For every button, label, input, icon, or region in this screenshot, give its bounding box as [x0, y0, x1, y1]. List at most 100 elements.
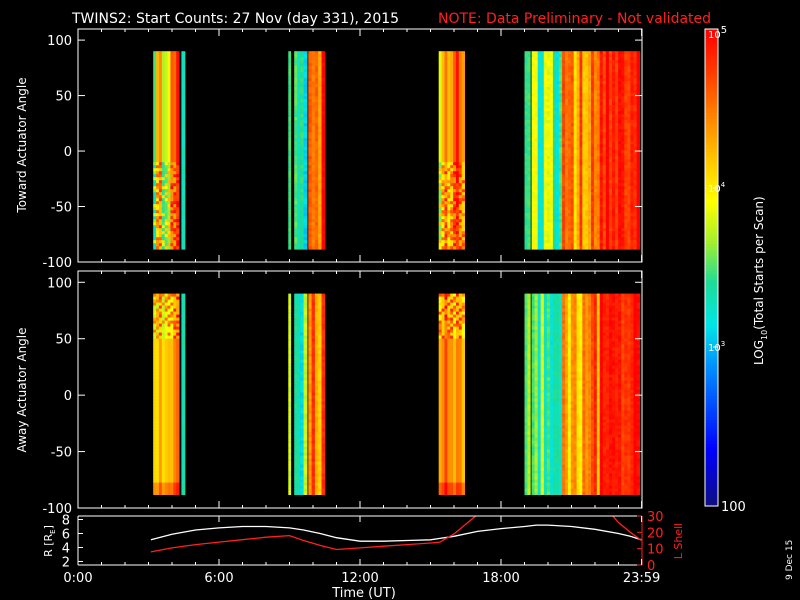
heatmap-cell [596, 162, 601, 166]
heatmap-cell [549, 180, 554, 184]
heatmap-cell [567, 198, 572, 202]
heatmap-cell [612, 105, 616, 109]
heatmap-cell [167, 302, 171, 306]
heatmap-cell [158, 398, 163, 402]
heatmap-cell [164, 404, 168, 408]
heatmap-cell [534, 78, 539, 82]
heatmap-cell [527, 159, 531, 163]
heatmap-cell [524, 195, 528, 199]
heatmap-cell [167, 60, 171, 64]
heatmap-cell [618, 222, 622, 226]
heatmap-cell [602, 54, 607, 58]
heatmap-cell [173, 410, 177, 414]
heatmap-cell [300, 63, 304, 67]
heatmap-cell [588, 66, 592, 70]
heatmap-cell [573, 102, 577, 106]
heatmap-cell [458, 117, 463, 121]
heatmap-cell [570, 141, 575, 145]
heatmap-cell [612, 171, 616, 175]
heatmap-cell [588, 141, 592, 145]
heatmap-cell [591, 147, 595, 151]
heatmap-cell [158, 299, 163, 303]
heatmap-cell [156, 150, 160, 154]
heatmap-cell [156, 341, 160, 345]
heatmap-cell [161, 240, 166, 244]
heatmap-cell [593, 159, 598, 163]
heatmap-cell [456, 66, 460, 70]
heatmap-cell [318, 132, 322, 136]
heatmap-cell [627, 111, 631, 115]
heatmap-cell [612, 96, 616, 100]
heatmap-cell [552, 168, 557, 172]
heatmap-cell [567, 171, 572, 175]
heatmap-cell [447, 204, 451, 208]
heatmap-cell [456, 174, 460, 178]
heatmap-cell [176, 138, 180, 142]
heatmap-cell [531, 237, 535, 241]
heatmap-cell [173, 401, 177, 405]
heatmap-cell [176, 237, 180, 241]
heatmap-cell [303, 102, 308, 106]
heatmap-cell [612, 177, 616, 181]
heatmap-cell [158, 350, 163, 354]
heatmap-cell [311, 222, 316, 226]
heatmap-cell [167, 368, 171, 372]
heatmap-cell [294, 186, 298, 190]
heatmap-cell [556, 219, 560, 223]
heatmap-cell [573, 66, 577, 70]
heatmap-cell [559, 75, 563, 79]
heatmap-cell [181, 204, 186, 208]
heatmap-cell [531, 210, 535, 214]
heatmap-cell [176, 111, 180, 115]
heatmap-cell [524, 234, 528, 238]
heatmap-cell [450, 183, 454, 187]
heatmap-cell [615, 186, 619, 190]
heatmap-cell [591, 162, 595, 166]
heatmap-cell [534, 246, 539, 250]
heatmap-cell [608, 162, 613, 166]
heatmap-cell [288, 156, 292, 160]
heatmap-cell [621, 216, 625, 220]
heatmap-cell [167, 153, 171, 157]
heatmap-cell [588, 102, 592, 106]
heatmap-cell [164, 246, 168, 250]
heatmap-cell [321, 207, 326, 211]
heatmap-cell [318, 51, 322, 55]
heatmap-cell [636, 57, 641, 61]
heatmap-cell [621, 228, 625, 232]
heatmap-cell [599, 153, 604, 157]
heatmap-cell [576, 84, 580, 88]
heatmap-cell [164, 392, 168, 396]
heatmap-cell [618, 87, 622, 91]
heatmap-cell [176, 413, 180, 417]
heatmap-cell [447, 114, 451, 118]
heatmap-cell [608, 243, 613, 247]
heatmap-cell [624, 231, 628, 235]
heatmap-cell [552, 87, 557, 91]
heatmap-cell [565, 63, 569, 67]
heatmap-cell [608, 156, 613, 160]
heatmap-cell [608, 210, 613, 214]
heatmap-cell [176, 102, 180, 106]
heatmap-cell [153, 314, 157, 318]
heatmap-cell [546, 66, 551, 70]
heatmap-cell [167, 225, 171, 229]
heatmap-cell [570, 198, 575, 202]
heatmap-cell [596, 111, 601, 115]
heatmap-cell [612, 225, 616, 229]
heatmap-cell [630, 72, 634, 76]
heatmap-cell [602, 231, 607, 235]
heatmap-cell [618, 219, 622, 223]
heatmap-cell [633, 138, 637, 142]
heatmap-cell [612, 108, 616, 112]
heatmap-cell [621, 168, 625, 172]
heatmap-cell [618, 243, 622, 247]
heatmap-cell [608, 129, 613, 133]
heatmap-cell [573, 165, 577, 169]
heatmap-cell [158, 57, 163, 61]
heatmap-cell [461, 225, 465, 229]
heatmap-cell [582, 237, 586, 241]
heatmap-cell [621, 156, 625, 160]
heatmap-cell [524, 114, 528, 118]
heatmap-cell [153, 159, 157, 163]
